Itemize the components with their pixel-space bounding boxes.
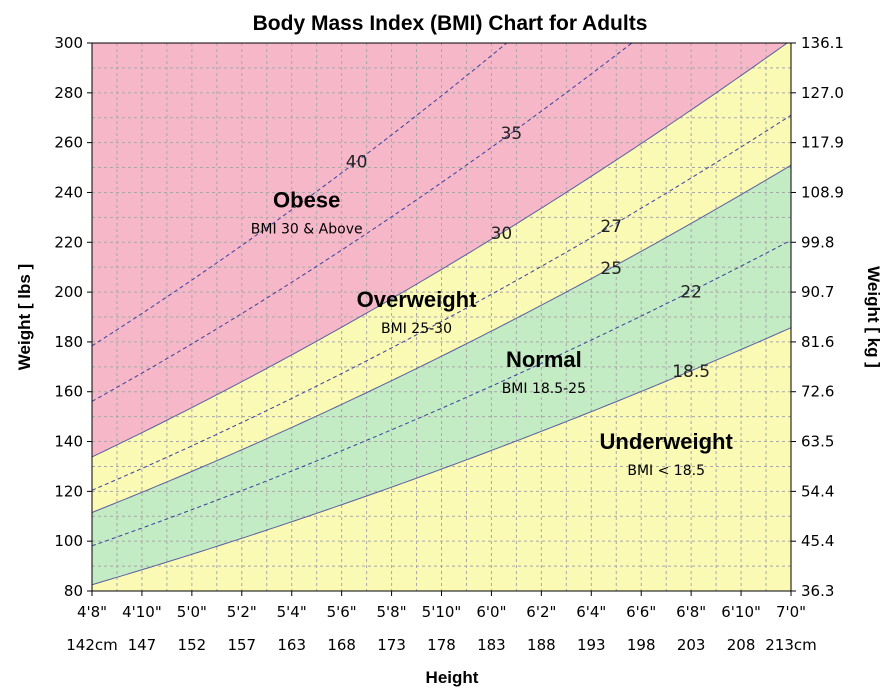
y-tick-label-left: 120 — [54, 482, 83, 500]
y-tick-label-left: 240 — [54, 183, 83, 201]
bmi-line-35 — [92, 43, 633, 402]
plot-border — [91, 42, 792, 592]
bmi-line-18.5 — [92, 327, 791, 586]
y-tick-label-left: 160 — [54, 383, 83, 401]
x-tick-label-feet: 5'0" — [177, 603, 207, 621]
bmi-line-40 — [92, 43, 508, 347]
x-tick-label-feet: 6'4" — [576, 603, 606, 621]
x-tick-label-feet: 5'8" — [377, 603, 407, 621]
category-name-obese: Obese — [273, 187, 340, 212]
x-tick-label-cm: 168 — [327, 636, 356, 654]
x-tick-label-feet: 7'0" — [776, 603, 806, 621]
y-tick-label-right: 99.8 — [801, 233, 834, 251]
bmi-line-label-18.5: 18.5 — [672, 362, 710, 382]
y-tick-label-right: 36.3 — [801, 582, 834, 600]
x-axis-title: Height — [426, 668, 479, 687]
x-tick-label-cm: 208 — [727, 636, 756, 654]
y-tick-label-left: 80 — [64, 582, 83, 600]
x-tick-label-feet: 5'10" — [422, 603, 462, 621]
x-tick-label-feet: 4'8" — [77, 603, 107, 621]
bmi-line-label-25: 25 — [600, 259, 622, 279]
x-tick-label-cm: 188 — [527, 636, 556, 654]
y-tick-label-left: 140 — [54, 433, 83, 451]
x-tick-label-feet: 6'10" — [721, 603, 761, 621]
bmi-line-22 — [92, 239, 791, 547]
y-tick-label-left: 260 — [54, 134, 83, 152]
chart-title: Body Mass Index (BMI) Chart for Adults — [253, 12, 648, 35]
x-tick-label-feet: 6'0" — [476, 603, 506, 621]
y-tick-label-left: 200 — [54, 283, 83, 301]
plot-area: 18.5 22 25 27 30 35 40 Obese BMI 30 & Above Overw… — [92, 43, 791, 591]
y-tick-label-left: 300 — [54, 34, 83, 52]
bmi-line-label-27: 27 — [600, 217, 622, 237]
x-tick-label-cm: 178 — [427, 636, 456, 654]
y-tick-label-right: 108.9 — [801, 183, 844, 201]
x-tick-label-cm: 193 — [577, 636, 606, 654]
bmi-line-label-40: 40 — [346, 153, 368, 173]
y-axis-right: 36.3 45.4 54.4 63.5 72.6 81.6 90.7 99.8 108.9 117… — [791, 34, 844, 600]
x-tick-label-feet: 5'6" — [327, 603, 357, 621]
x-tick-label-feet: 4'10" — [122, 603, 162, 621]
bmi-line-25 — [92, 164, 791, 513]
bmi-line-30 — [92, 43, 788, 458]
category-name-normal: Normal — [506, 347, 582, 372]
x-tick-label-cm: 198 — [627, 636, 656, 654]
x-tick-label-cm: 163 — [277, 636, 306, 654]
x-tick-label-cm: 213cm — [765, 636, 817, 654]
x-tick-label-cm: 203 — [677, 636, 706, 654]
y-tick-label-left: 180 — [54, 333, 83, 351]
y-axis-left: 80 100 120 140 160 180 200 220 240 260 280 300 — [54, 34, 92, 600]
x-tick-label-feet: 6'8" — [676, 603, 706, 621]
bmi-line-label-22: 22 — [680, 282, 702, 302]
x-tick-label-feet: 6'2" — [526, 603, 556, 621]
bmi-line-label-35: 35 — [501, 124, 523, 144]
y-tick-label-left: 280 — [54, 84, 83, 102]
x-tick-label-feet: 5'2" — [227, 603, 257, 621]
y-tick-label-left: 220 — [54, 233, 83, 251]
y-tick-label-right: 127.0 — [801, 84, 844, 102]
y-tick-label-right: 54.4 — [801, 482, 834, 500]
x-tick-label-cm: 142cm — [66, 636, 118, 654]
y-tick-label-right: 90.7 — [801, 283, 834, 301]
category-range-underweight: BMI < 18.5 — [627, 463, 705, 479]
zone-obese — [92, 43, 788, 457]
category-name-overweight: Overweight — [357, 287, 477, 312]
x-tick-label-cm: 173 — [377, 636, 406, 654]
x-tick-label-cm: 147 — [128, 636, 157, 654]
x-tick-label-feet: 6'6" — [626, 603, 656, 621]
y-axis-right-title: Weight [ kg ] — [864, 266, 883, 368]
category-name-underweight: Underweight — [600, 429, 734, 454]
y-tick-label-left: 100 — [54, 532, 83, 550]
x-tick-label-cm: 183 — [477, 636, 506, 654]
y-axis-left-title: Weight [ lbs ] — [15, 264, 34, 370]
category-range-overweight: BMI 25-30 — [381, 321, 452, 337]
x-tick-label-cm: 152 — [178, 636, 207, 654]
x-tick-label-cm: 157 — [227, 636, 256, 654]
y-tick-label-right: 72.6 — [801, 383, 834, 401]
x-tick-label-feet: 5'4" — [277, 603, 307, 621]
y-tick-label-right: 117.9 — [801, 134, 844, 152]
y-tick-label-right: 136.1 — [801, 34, 844, 52]
y-tick-label-right: 63.5 — [801, 433, 834, 451]
y-tick-label-right: 45.4 — [801, 532, 834, 550]
category-range-normal: BMI 18.5-25 — [502, 381, 586, 397]
bmi-line-label-30: 30 — [491, 224, 513, 244]
y-tick-label-right: 81.6 — [801, 333, 834, 351]
category-range-obese: BMI 30 & Above — [251, 221, 363, 237]
bmi-line-27 — [92, 114, 791, 491]
